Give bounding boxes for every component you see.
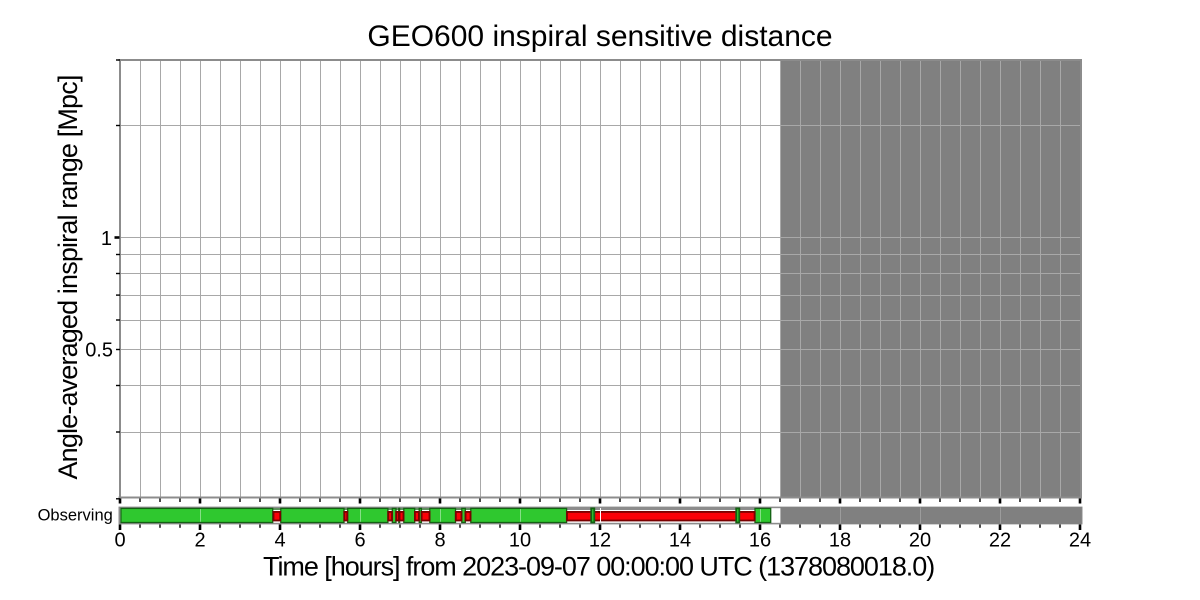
svg-text:14: 14 — [669, 530, 691, 552]
svg-text:18: 18 — [829, 530, 851, 552]
svg-text:Observing: Observing — [38, 507, 113, 525]
svg-text:4: 4 — [274, 530, 285, 552]
svg-text:1: 1 — [101, 228, 112, 250]
svg-text:8: 8 — [434, 530, 445, 552]
svg-text:GEO600 inspiral sensitive dist: GEO600 inspiral sensitive distance — [367, 20, 832, 53]
svg-text:24: 24 — [1069, 530, 1091, 552]
svg-text:0.5: 0.5 — [85, 340, 113, 362]
svg-text:16: 16 — [749, 530, 771, 552]
svg-text:22: 22 — [989, 530, 1011, 552]
svg-text:2: 2 — [194, 530, 205, 552]
svg-text:12: 12 — [589, 530, 611, 552]
svg-text:6: 6 — [354, 530, 365, 552]
svg-text:Time [hours] from 2023-09-07 0: Time [hours] from 2023-09-07 00:00:00 UT… — [263, 552, 934, 582]
svg-text:20: 20 — [909, 530, 931, 552]
svg-text:0: 0 — [114, 530, 125, 552]
svg-text:Angle-averaged inspiral range: Angle-averaged inspiral range [Mpc] — [53, 75, 83, 479]
svg-text:10: 10 — [509, 530, 531, 552]
